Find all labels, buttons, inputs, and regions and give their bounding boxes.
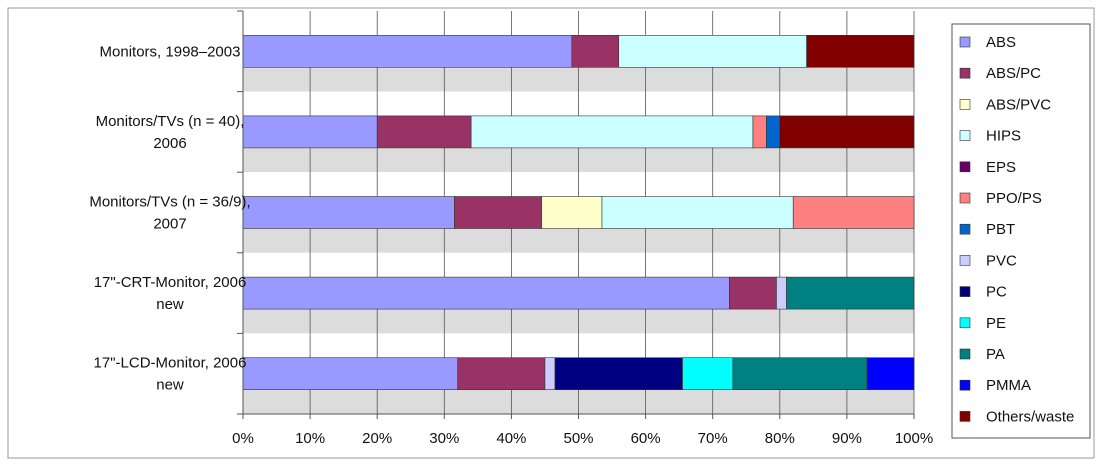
- bar-segment: [601, 196, 794, 229]
- category-label: Monitors, 1998–2003: [100, 43, 241, 60]
- bar-segment: [792, 196, 915, 229]
- bar-segment: [470, 115, 754, 149]
- bar-segment: [682, 357, 734, 391]
- bar-segment: [242, 34, 573, 68]
- legend-label: EPS: [986, 159, 1016, 176]
- bar-segment: [752, 115, 767, 149]
- bar-segment: [866, 357, 915, 391]
- category-label: 2006: [153, 135, 186, 152]
- legend-label: PPO/PS: [986, 190, 1042, 207]
- legend-box: [951, 23, 1091, 439]
- legend-swatch: [959, 348, 971, 360]
- category-label: Monitors/TVs (n = 40),: [96, 113, 245, 130]
- legend-swatch: [959, 161, 971, 173]
- x-tick-label: 70%: [698, 430, 728, 447]
- category-label: new: [156, 296, 184, 313]
- bar-segment: [786, 276, 915, 310]
- legend-label: PMMA: [986, 377, 1031, 394]
- bar-segment: [544, 357, 556, 391]
- category-label: Monitors/TVs (n = 36/9),: [89, 194, 250, 211]
- x-tick-label: 100%: [895, 430, 933, 447]
- legend-label: PBT: [986, 221, 1015, 238]
- legend-swatch: [959, 411, 971, 422]
- legend-label: ABS/PC: [986, 65, 1041, 82]
- x-tick-label: 80%: [765, 430, 795, 447]
- category-label: 17"-CRT-Monitor, 2006: [94, 274, 247, 291]
- bar-segment: [618, 34, 807, 68]
- legend-label: PVC: [986, 252, 1017, 269]
- legend-swatch: [959, 67, 971, 79]
- legend-label: PC: [986, 284, 1007, 301]
- legend-label: HIPS: [986, 128, 1021, 145]
- bar-segment: [376, 115, 472, 149]
- legend-swatch: [959, 192, 971, 204]
- legend-swatch: [959, 379, 971, 391]
- x-tick-label: 90%: [832, 430, 862, 447]
- bar-segment: [571, 34, 620, 68]
- legend-label: PA: [986, 346, 1005, 363]
- x-tick-label: 10%: [295, 430, 325, 447]
- category-label: new: [156, 377, 184, 394]
- bar-segment: [242, 357, 459, 391]
- x-tick-label: 60%: [631, 430, 661, 447]
- legend-swatch: [959, 286, 971, 297]
- bar-segment: [729, 276, 777, 310]
- bar-segment: [242, 276, 730, 310]
- legend-swatch: [959, 223, 971, 235]
- legend-label: PE: [986, 315, 1006, 332]
- bar-segment: [776, 276, 787, 310]
- category-label: 2007: [153, 216, 186, 233]
- bar-segment: [541, 196, 603, 229]
- x-tick-label: 0%: [232, 430, 254, 447]
- legend-swatch: [959, 130, 971, 141]
- category-label: 17"-LCD-Monitor, 2006: [94, 355, 247, 372]
- legend-label: Others/waste: [986, 408, 1074, 425]
- bar-segment: [554, 357, 683, 391]
- legend-swatch: [959, 36, 971, 48]
- bar-segment: [766, 115, 781, 149]
- legend-label: ABS/PVC: [986, 96, 1051, 113]
- x-tick-label: 20%: [362, 430, 392, 447]
- legend-label: ABS: [986, 34, 1016, 51]
- legend-swatch: [959, 255, 971, 266]
- legend-swatch: [959, 99, 971, 110]
- bar-segment: [457, 357, 546, 391]
- x-tick-label: 50%: [563, 430, 593, 447]
- bar-segment: [242, 196, 455, 229]
- x-tick-label: 40%: [496, 430, 526, 447]
- bar-segment: [242, 115, 378, 149]
- bar-segment: [732, 357, 868, 391]
- legend-swatch: [959, 317, 971, 329]
- bar-segment: [454, 196, 542, 229]
- x-tick-label: 30%: [429, 430, 459, 447]
- bar-segment: [779, 115, 915, 149]
- bar-segment: [806, 34, 915, 68]
